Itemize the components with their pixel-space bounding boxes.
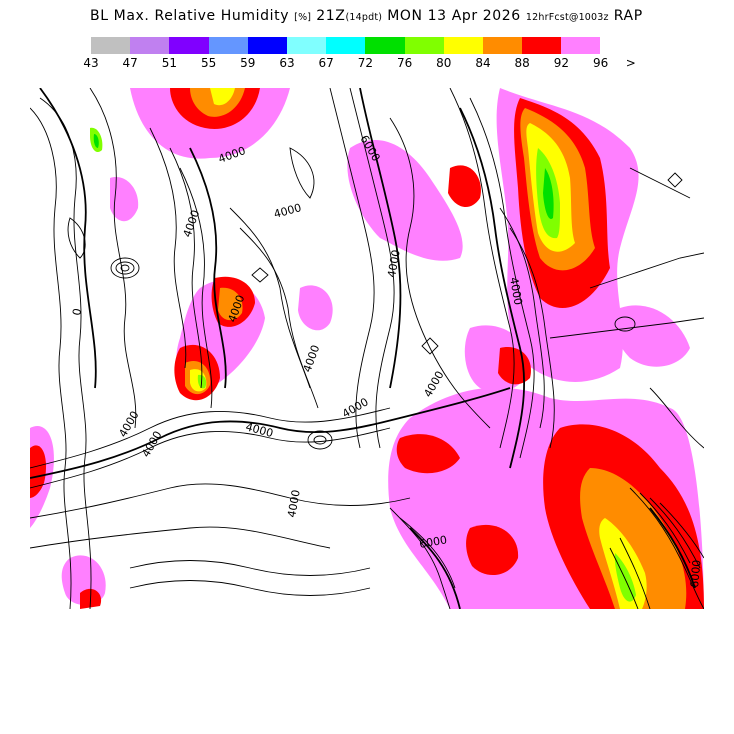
legend-swatch (91, 37, 131, 54)
legend-label: 67 (318, 56, 334, 70)
color-legend (91, 37, 601, 54)
title-valid: 21Z (316, 8, 346, 24)
terrain-contour-layer (30, 88, 704, 609)
humidity-fill-layer (30, 88, 704, 609)
title-fcst: 12hrFcst@1003z (525, 12, 609, 23)
bold-contour-layer (30, 88, 696, 609)
legend-label: 76 (396, 56, 413, 70)
legend-label: 51 (161, 56, 178, 70)
legend-swatch (404, 37, 444, 54)
contour-label: 0 (70, 307, 84, 316)
legend-swatch (130, 37, 170, 54)
legend-swatch (443, 37, 483, 54)
legend-swatch (522, 37, 562, 54)
title-pdt: (14pdt) (345, 12, 383, 23)
contour-label: 6000 (688, 559, 703, 588)
map-title: BL Max. Relative Humidity [%] 21Z(14pdt)… (90, 8, 730, 24)
legend-swatch (169, 37, 209, 54)
legend-label: 55 (200, 56, 217, 70)
legend-swatch (286, 37, 327, 54)
legend-label: 88 (514, 56, 530, 70)
legend-swatch (561, 37, 601, 54)
title-model: RAP (613, 8, 643, 24)
title-main: BL Max. Relative Humidity (90, 8, 290, 24)
contour-label: 6000 (418, 533, 448, 551)
legend-label: 96 (592, 56, 609, 70)
legend-swatch (326, 37, 366, 54)
contour-label: 4000 (507, 276, 525, 306)
legend-label: 47 (122, 56, 138, 70)
legend-label: 84 (475, 56, 491, 70)
legend-swatch (365, 37, 405, 54)
humidity-map: 4000 6000 4000 4000 4000 4000 4000 4000 … (30, 88, 704, 609)
legend-swatch (247, 37, 287, 54)
legend-label: 92 (553, 56, 570, 70)
legend-label: 72 (357, 56, 374, 70)
legend-more-symbol: > (625, 56, 636, 70)
legend-label: 59 (240, 56, 256, 70)
contour-label: 4000 (385, 249, 403, 279)
legend-labels: 43 47 51 55 59 63 67 72 76 80 84 88 92 96 > (83, 56, 651, 70)
title-units: [%] (294, 12, 312, 23)
legend-swatch (482, 37, 523, 54)
legend-swatch (208, 37, 248, 54)
legend-label: 43 (83, 56, 99, 70)
contour-label: 4000 (285, 489, 303, 519)
map-canvas: 4000 6000 4000 4000 4000 4000 4000 4000 … (30, 88, 704, 609)
title-date: MON 13 Apr 2026 (387, 8, 521, 24)
legend-label: 63 (279, 56, 295, 70)
legend-label: 80 (436, 56, 452, 70)
